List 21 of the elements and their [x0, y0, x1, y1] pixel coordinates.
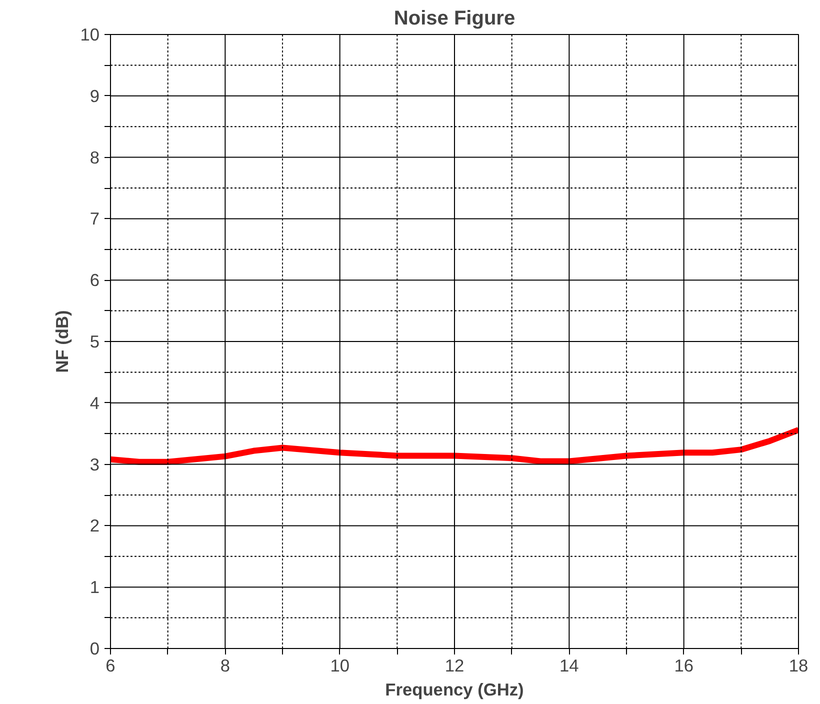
y-tick-label: 1 [90, 577, 100, 598]
y-tick-label: 5 [90, 332, 100, 352]
chart-title: Noise Figure [394, 8, 516, 30]
x-tick-label: 6 [106, 656, 116, 676]
x-tick-label: 18 [788, 656, 808, 676]
y-tick-label: 8 [90, 147, 100, 168]
x-tick-label: 16 [674, 656, 694, 676]
y-tick-label: 7 [90, 208, 100, 229]
y-tick-label: 4 [90, 392, 100, 413]
x-axis-title: Frequency (GHz) [385, 680, 524, 700]
y-tick-label: 6 [90, 270, 100, 290]
y-tick-label: 9 [90, 86, 100, 106]
y-axis-title: NF (dB) [52, 310, 72, 373]
x-tick-label: 10 [330, 656, 350, 676]
x-tick-label: 14 [560, 656, 580, 676]
y-tick-label: 0 [90, 638, 100, 658]
x-tick-label: 12 [444, 656, 464, 676]
y-tick-label: 2 [90, 516, 100, 536]
x-tick-label: 8 [220, 656, 230, 676]
y-tick-label: 3 [90, 454, 100, 474]
y-tick-label: 10 [80, 24, 100, 44]
